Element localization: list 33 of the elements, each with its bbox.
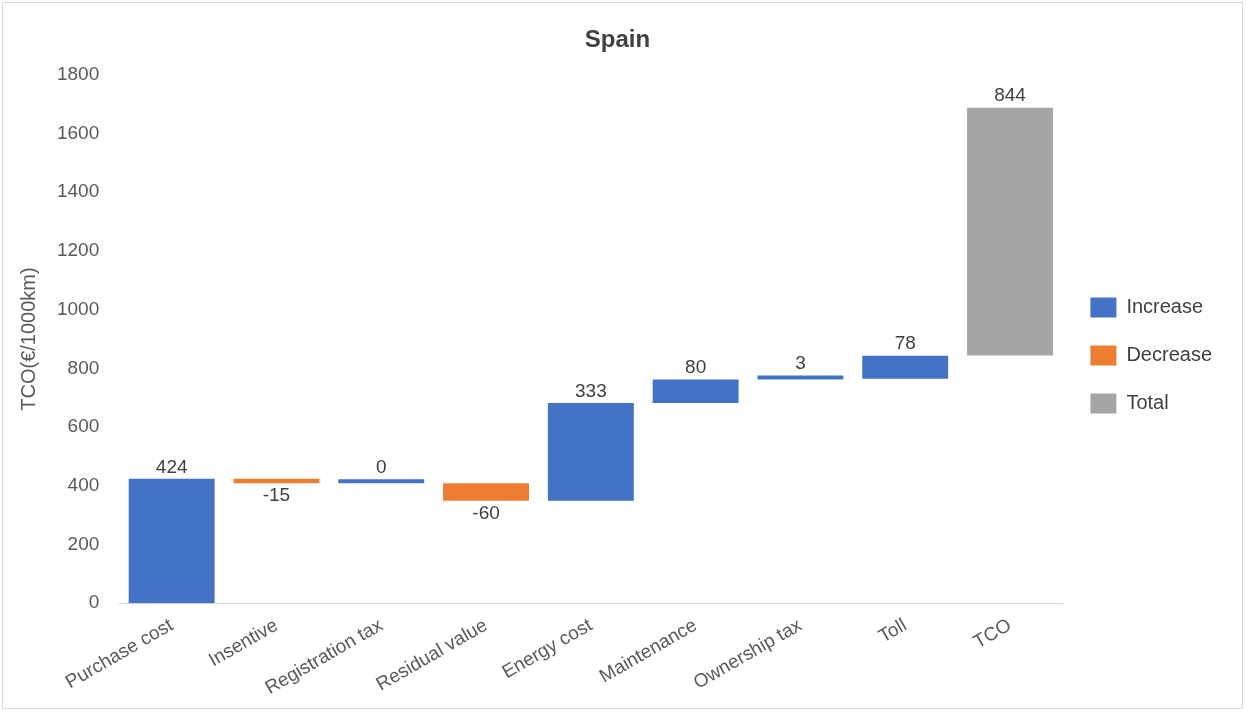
y-tick-label: 1000 [56, 297, 100, 319]
data-label: -15 [262, 483, 291, 505]
data-label: 78 [894, 332, 916, 354]
data-label: 80 [685, 356, 707, 378]
x-tick-label: Toll [874, 613, 910, 647]
bar [233, 478, 320, 484]
y-tick-label: 0 [88, 591, 100, 613]
y-tick-label: 600 [67, 415, 100, 437]
bar [547, 403, 634, 501]
legend-label: Increase [1126, 295, 1204, 318]
y-tick-label: 1600 [56, 121, 100, 143]
y-tick-label: 200 [67, 532, 100, 554]
bar [443, 483, 530, 501]
chart-title: Spain [584, 25, 651, 53]
bar [652, 379, 739, 404]
bar [862, 355, 949, 379]
data-label: 0 [375, 455, 387, 477]
y-tick-label: 1400 [56, 180, 100, 202]
legend-label: Total [1126, 391, 1169, 414]
y-tick-label: 400 [67, 474, 100, 496]
y-axis-title: TCO(€/1000km) [16, 267, 39, 411]
y-tick-label: 1800 [56, 63, 100, 85]
x-tick-label: TCO [969, 613, 1015, 653]
data-label: 844 [994, 84, 1027, 106]
data-label: 3 [795, 352, 806, 374]
data-label: 333 [574, 379, 607, 401]
y-tick-label: 1200 [56, 239, 100, 261]
data-label: 424 [155, 455, 188, 477]
y-tick-label: 800 [67, 356, 100, 378]
bar [128, 478, 215, 604]
data-label: -60 [472, 501, 500, 523]
bar [967, 107, 1053, 356]
legend-label: Decrease [1126, 343, 1213, 366]
